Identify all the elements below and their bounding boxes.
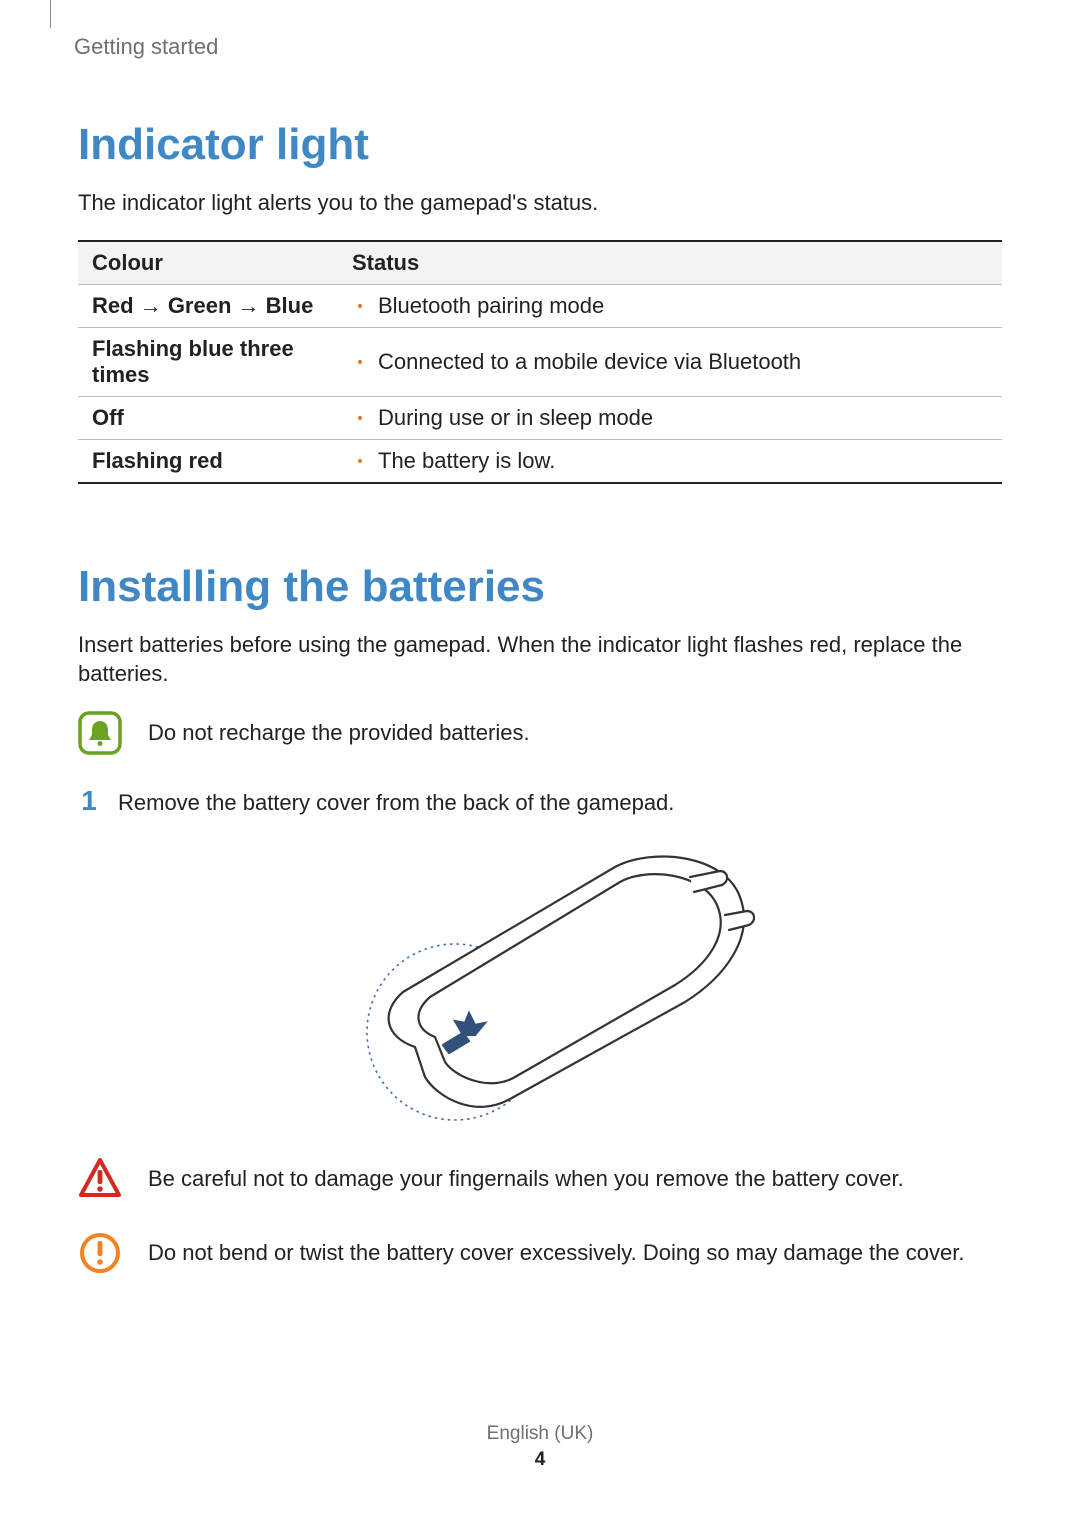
- header-tab-rule: [50, 0, 51, 28]
- running-head: Getting started: [74, 34, 1002, 60]
- caution-bend-cover: Do not bend or twist the battery cover e…: [78, 1231, 1002, 1275]
- table-row: Flashing blue three times Connected to a…: [78, 327, 1002, 396]
- step-text: Remove the battery cover from the back o…: [118, 790, 674, 816]
- bullet-icon: [358, 416, 362, 420]
- warning-fingernails: Be careful not to damage your fingernail…: [78, 1157, 1002, 1201]
- note-do-not-recharge: Do not recharge the provided batteries.: [78, 711, 1002, 755]
- cell-status: During use or in sleep mode: [338, 396, 1002, 439]
- page-content: Getting started Indicator light The indi…: [0, 0, 1080, 1365]
- indicator-status-table: Colour Status Red → Green → Blue Bluetoo…: [78, 240, 1002, 484]
- arrow-icon: →: [140, 293, 162, 318]
- table-header-row: Colour Status: [78, 241, 1002, 285]
- cell-status-text: Bluetooth pairing mode: [378, 293, 604, 319]
- footer-page-number: 4: [0, 1449, 1080, 1471]
- table-header-colour: Colour: [78, 241, 338, 285]
- rgb-part-red: Red: [92, 293, 134, 318]
- cell-colour: Flashing blue three times: [78, 327, 338, 396]
- bullet-icon: [358, 459, 362, 463]
- page-footer: English (UK) 4: [0, 1423, 1080, 1471]
- cell-colour: Flashing red: [78, 439, 338, 483]
- cell-status-text: The battery is low.: [378, 448, 555, 474]
- rgb-part-blue: Blue: [266, 293, 314, 318]
- cell-status: The battery is low.: [338, 439, 1002, 483]
- bell-note-icon: [78, 711, 122, 755]
- cell-status-text: During use or in sleep mode: [378, 405, 653, 431]
- figure-remove-battery-cover: [78, 837, 1002, 1127]
- cell-colour: Off: [78, 396, 338, 439]
- cell-status: Connected to a mobile device via Bluetoo…: [338, 327, 1002, 396]
- cell-status-text: Connected to a mobile device via Bluetoo…: [378, 349, 801, 375]
- cell-status: Bluetooth pairing mode: [338, 284, 1002, 327]
- step-1: 1 Remove the battery cover from the back…: [78, 785, 1002, 817]
- rgb-part-green: Green: [168, 293, 232, 318]
- arrow-icon: →: [238, 293, 260, 318]
- gamepad-back-illustration: [325, 837, 755, 1127]
- table-row: Off During use or in sleep mode: [78, 396, 1002, 439]
- section1-lead: The indicator light alerts you to the ga…: [78, 188, 1002, 218]
- bullet-icon: [358, 360, 362, 364]
- section-title-installing-batteries: Installing the batteries: [78, 562, 1002, 612]
- table-header-status: Status: [338, 241, 1002, 285]
- footer-language: English (UK): [0, 1423, 1080, 1445]
- note-text: Do not recharge the provided batteries.: [148, 718, 530, 748]
- section2-lead: Insert batteries before using the gamepa…: [78, 630, 1002, 689]
- section-title-indicator-light: Indicator light: [78, 120, 1002, 170]
- circle-caution-icon: [78, 1231, 122, 1275]
- table-row: Red → Green → Blue Bluetooth pairing mod…: [78, 284, 1002, 327]
- bullet-icon: [358, 304, 362, 308]
- cell-colour-rgb: Red → Green → Blue: [78, 284, 338, 327]
- step-number: 1: [78, 785, 100, 817]
- warning-text: Be careful not to damage your fingernail…: [148, 1164, 904, 1194]
- table-row: Flashing red The battery is low.: [78, 439, 1002, 483]
- triangle-warning-icon: [78, 1157, 122, 1201]
- caution-text: Do not bend or twist the battery cover e…: [148, 1238, 964, 1268]
